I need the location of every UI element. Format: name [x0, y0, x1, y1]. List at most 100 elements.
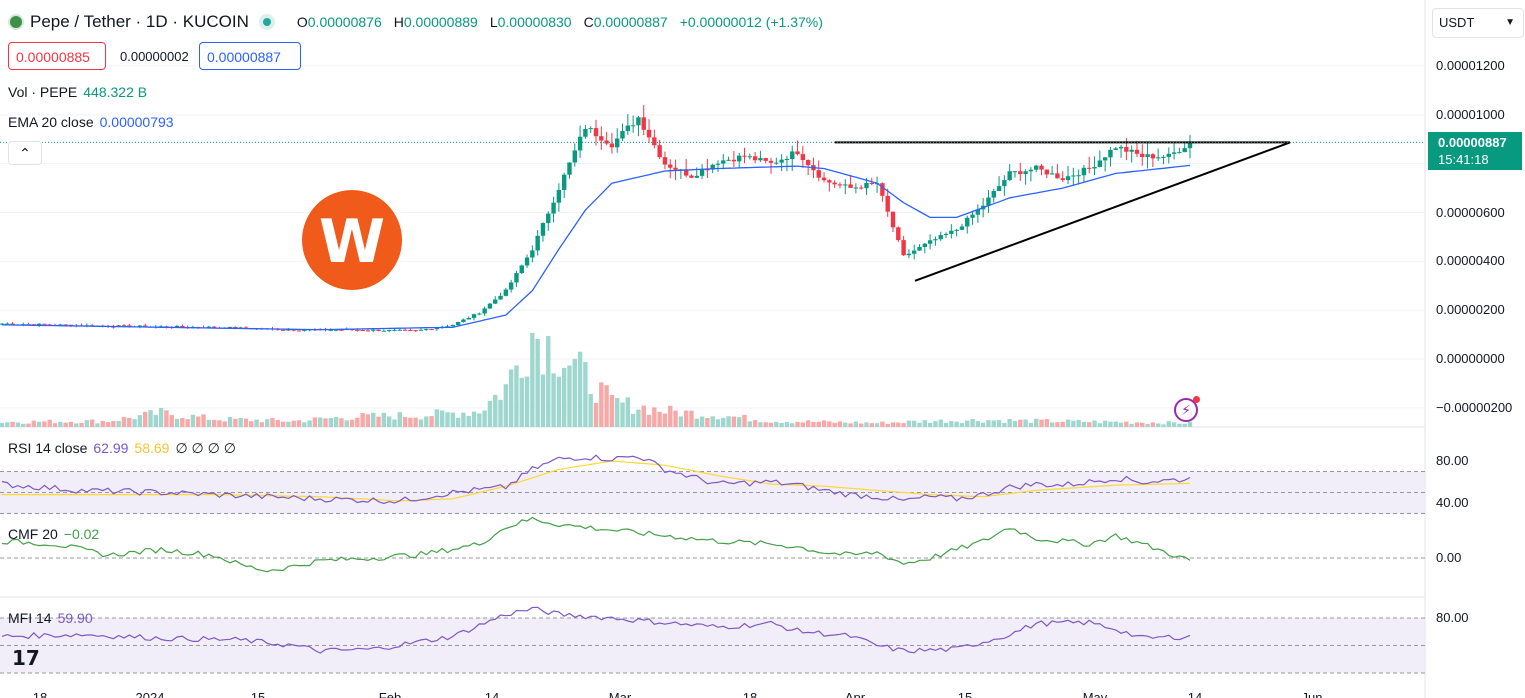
candle-body: [530, 250, 535, 258]
volume-bar: [1166, 421, 1171, 427]
symbol-title[interactable]: Pepe / Tether · 1D · KUCOIN: [30, 12, 249, 31]
time-tick-label: 15: [958, 690, 972, 698]
lightning-bolt-icon[interactable]: ⚡: [1174, 396, 1200, 422]
candle-body: [1145, 154, 1150, 158]
candle-body: [683, 169, 689, 176]
candle-body: [636, 117, 641, 126]
candle-body: [715, 163, 721, 165]
rsi-legend[interactable]: RSI 14 close 62.99 58.69 ∅ ∅ ∅ ∅: [8, 440, 236, 457]
volume-bar: [1140, 422, 1145, 427]
candle-body: [42, 323, 47, 325]
volume-bar: [105, 422, 111, 427]
candle-body: [1171, 152, 1177, 154]
sell-button[interactable]: 0.00000885: [8, 42, 106, 70]
volume-bar: [551, 373, 556, 427]
volume-bar: [445, 412, 450, 427]
volume-bar: [561, 367, 567, 427]
volume-bar: [827, 421, 832, 427]
candle-body: [1097, 160, 1103, 167]
volume-bar: [1150, 422, 1156, 427]
spread-value: 0.00000002: [120, 49, 189, 64]
volume-bar: [222, 421, 227, 427]
candle-body: [302, 329, 307, 331]
candle-body: [1187, 142, 1193, 149]
volume-bar: [466, 415, 471, 427]
support-trendline: [914, 141, 1291, 282]
candle-body: [1108, 149, 1113, 158]
volume-bar: [535, 339, 540, 427]
volume-bar: [832, 422, 837, 427]
volume-bar: [588, 393, 593, 427]
volume-bar: [291, 420, 296, 427]
volume-bar: [890, 422, 896, 427]
candle-body: [583, 129, 588, 137]
volume-bar: [689, 410, 694, 427]
close-label: C: [583, 14, 594, 30]
volume-bar: [721, 417, 726, 427]
time-tick-label: Apr: [845, 690, 866, 698]
volume-bar: [164, 410, 169, 427]
volume-bar: [853, 421, 859, 427]
volume-bar: [858, 423, 864, 427]
cmf-legend[interactable]: CMF 20 −0.02: [8, 526, 99, 542]
candle-body: [1023, 171, 1028, 175]
volume-bar: [1039, 419, 1044, 427]
volume-bar: [970, 418, 975, 427]
price-tick-label: 0.00000000: [1436, 351, 1505, 366]
volume-bar: [652, 407, 657, 427]
volume-bar: [190, 414, 196, 427]
candle-body: [1002, 180, 1007, 187]
volume-bar: [625, 397, 631, 427]
volume-bar: [1118, 422, 1124, 427]
candle-body: [625, 125, 631, 132]
candle-body: [418, 329, 424, 331]
volume-bar: [174, 418, 180, 427]
volume-bar: [1108, 421, 1113, 427]
buy-button[interactable]: 0.00000887: [199, 42, 301, 70]
volume-bar: [986, 420, 991, 427]
volume-bar: [111, 421, 116, 427]
currency-select[interactable]: USDT ▼: [1432, 8, 1524, 38]
volume-bar: [726, 416, 731, 427]
candle-body: [386, 329, 392, 331]
volume-bar: [100, 420, 105, 427]
candle-body: [827, 180, 832, 183]
candle-body: [1044, 169, 1050, 175]
volume-bar: [63, 422, 68, 427]
candle-body: [1129, 149, 1134, 152]
candle-body: [142, 325, 148, 328]
collapse-legend-button[interactable]: ⌃: [8, 141, 42, 165]
volume-bar: [912, 420, 917, 427]
chart-header: Pepe / Tether · 1D · KUCOIN O0.00000876 …: [8, 10, 835, 34]
volume-bar: [349, 419, 355, 427]
volume-bar: [31, 420, 37, 427]
volume-bar: [381, 412, 387, 427]
tradingview-logo[interactable]: 𝟭𝟳: [12, 648, 40, 670]
candle-body: [381, 330, 387, 332]
candle-body: [885, 195, 890, 212]
volume-bar: [450, 412, 456, 427]
volume-bar: [1028, 422, 1034, 427]
candle-body: [371, 329, 376, 331]
volume-bar: [1124, 421, 1129, 427]
volume-bar: [275, 420, 280, 427]
candle-body: [938, 235, 943, 240]
mfi-legend[interactable]: MFI 14 59.90: [8, 610, 93, 626]
candle-body: [896, 227, 901, 241]
candle-body: [567, 162, 572, 175]
volume-bar: [837, 421, 843, 427]
candle-body: [880, 183, 885, 196]
volume-bar: [991, 420, 996, 427]
candle-body: [731, 159, 737, 162]
volume-bar: [89, 419, 95, 427]
low-label: L: [489, 14, 498, 30]
ema-legend[interactable]: EMA 20 close 0.00000793: [8, 114, 174, 130]
volume-bar: [938, 419, 943, 427]
volume-bar: [869, 423, 874, 427]
volume-legend[interactable]: Vol · PEPE 448.322 B: [8, 84, 147, 100]
volume-bar: [302, 422, 307, 427]
volume-bar: [307, 420, 312, 427]
candle-body: [424, 329, 429, 331]
volume-bar: [169, 415, 174, 427]
